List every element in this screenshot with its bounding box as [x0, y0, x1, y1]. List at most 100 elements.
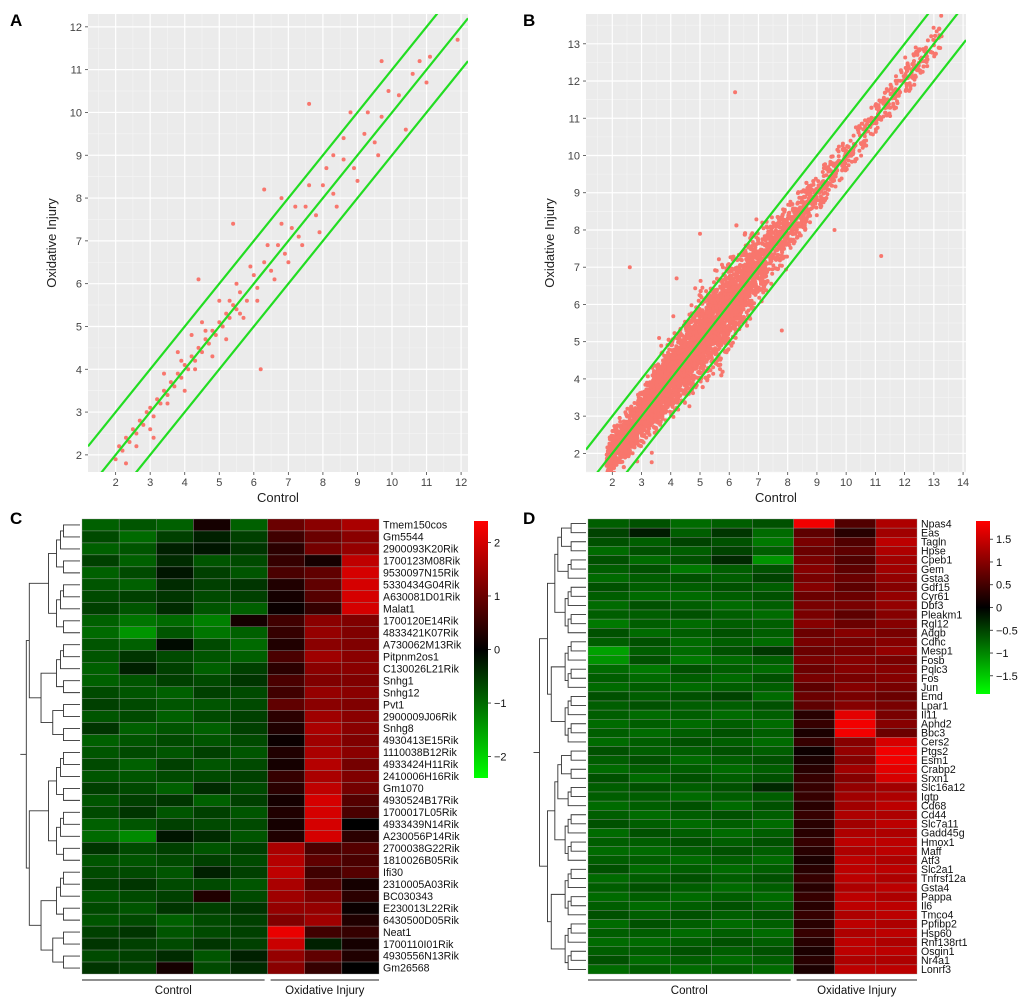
panel-letter-d: D — [523, 509, 535, 528]
x-tick-label: 14 — [957, 477, 969, 489]
data-point — [929, 34, 934, 39]
data-point — [379, 59, 384, 64]
data-point — [210, 328, 215, 333]
data-point — [172, 384, 177, 389]
data-point — [814, 205, 819, 210]
data-point — [196, 277, 201, 282]
data-point — [193, 367, 198, 372]
data-point — [649, 460, 654, 465]
data-point — [200, 350, 204, 355]
data-point — [934, 29, 939, 34]
data-point — [182, 363, 187, 367]
data-point — [625, 406, 630, 411]
data-point — [162, 388, 166, 393]
data-point — [661, 358, 666, 363]
data-point — [769, 281, 774, 286]
data-point — [671, 314, 676, 319]
data-point — [117, 444, 122, 449]
data-point — [127, 440, 132, 444]
data-point — [179, 375, 184, 380]
data-point — [931, 25, 936, 30]
y-tick-label: 10 — [568, 150, 580, 162]
data-point — [403, 127, 408, 132]
data-point — [754, 242, 759, 247]
data-point — [352, 166, 356, 171]
data-point — [925, 38, 930, 43]
data-point — [704, 305, 709, 310]
y-tick-label: 7 — [574, 262, 580, 274]
data-point — [227, 315, 232, 320]
data-point — [258, 367, 263, 372]
reference-line-identity — [100, 17, 468, 472]
data-point — [761, 290, 766, 295]
data-point — [417, 59, 422, 64]
data-point — [676, 340, 681, 345]
data-point — [936, 45, 941, 50]
data-point — [769, 215, 774, 220]
data-point — [696, 298, 701, 303]
data-point — [386, 89, 391, 93]
data-point — [771, 263, 776, 268]
data-point — [903, 55, 908, 60]
data-point — [689, 303, 694, 308]
data-point — [124, 435, 128, 440]
data-point — [206, 341, 211, 346]
data-point — [251, 273, 256, 278]
data-point — [714, 268, 719, 273]
data-point — [939, 14, 944, 18]
data-point — [605, 473, 609, 477]
data-point — [772, 251, 777, 256]
y-tick-label: 4 — [76, 364, 82, 376]
data-point — [365, 110, 370, 115]
data-point — [846, 158, 851, 163]
data-point — [795, 191, 800, 196]
panel-letter-c: C — [10, 509, 22, 528]
data-point — [289, 226, 294, 230]
y-tick-label: 6 — [574, 299, 580, 311]
y-tick-label: 6 — [76, 279, 82, 291]
data-point — [372, 140, 377, 145]
data-point — [293, 204, 298, 209]
scatter-panel-a: 2 3 4 5 6 7 8 9 10 11 1223456789101112ControlOxida… — [44, 14, 468, 505]
data-point — [186, 367, 191, 372]
data-point — [930, 50, 935, 55]
data-point — [137, 418, 142, 423]
data-point — [314, 213, 318, 218]
data-point — [750, 256, 755, 261]
data-point — [410, 71, 415, 76]
x-tick-label: 7 — [755, 477, 761, 489]
data-point — [231, 221, 236, 226]
data-point — [716, 257, 721, 262]
data-point — [331, 153, 336, 158]
data-point — [649, 450, 654, 455]
data-point — [720, 262, 724, 267]
panel-letter-a: A — [10, 11, 22, 30]
data-point — [224, 337, 229, 342]
data-point — [706, 374, 711, 378]
data-point — [729, 343, 734, 348]
x-tick-label: 4 — [668, 477, 674, 489]
data-point — [320, 183, 325, 188]
data-point — [711, 365, 716, 370]
data-point — [113, 457, 118, 462]
data-point — [296, 234, 301, 239]
y-tick-label: 2 — [574, 448, 580, 460]
data-point — [724, 280, 729, 285]
data-point — [733, 335, 738, 340]
x-tick-label: 12 — [898, 477, 910, 489]
y-tick-label: 10 — [70, 107, 82, 119]
data-point — [341, 157, 346, 162]
data-point — [718, 362, 723, 367]
x-tick-label: 12 — [455, 477, 467, 489]
data-point — [379, 114, 384, 119]
data-point — [334, 204, 339, 209]
data-point — [630, 451, 635, 456]
data-point — [836, 154, 841, 159]
plot-area — [88, 14, 468, 472]
y-axis-title: Oxidative Injury — [44, 198, 59, 288]
y-tick-label: 11 — [569, 113, 580, 125]
data-point — [331, 191, 336, 196]
x-tick-label: 3 — [638, 477, 644, 489]
x-tick-label: 7 — [285, 477, 291, 489]
data-point — [646, 424, 651, 429]
